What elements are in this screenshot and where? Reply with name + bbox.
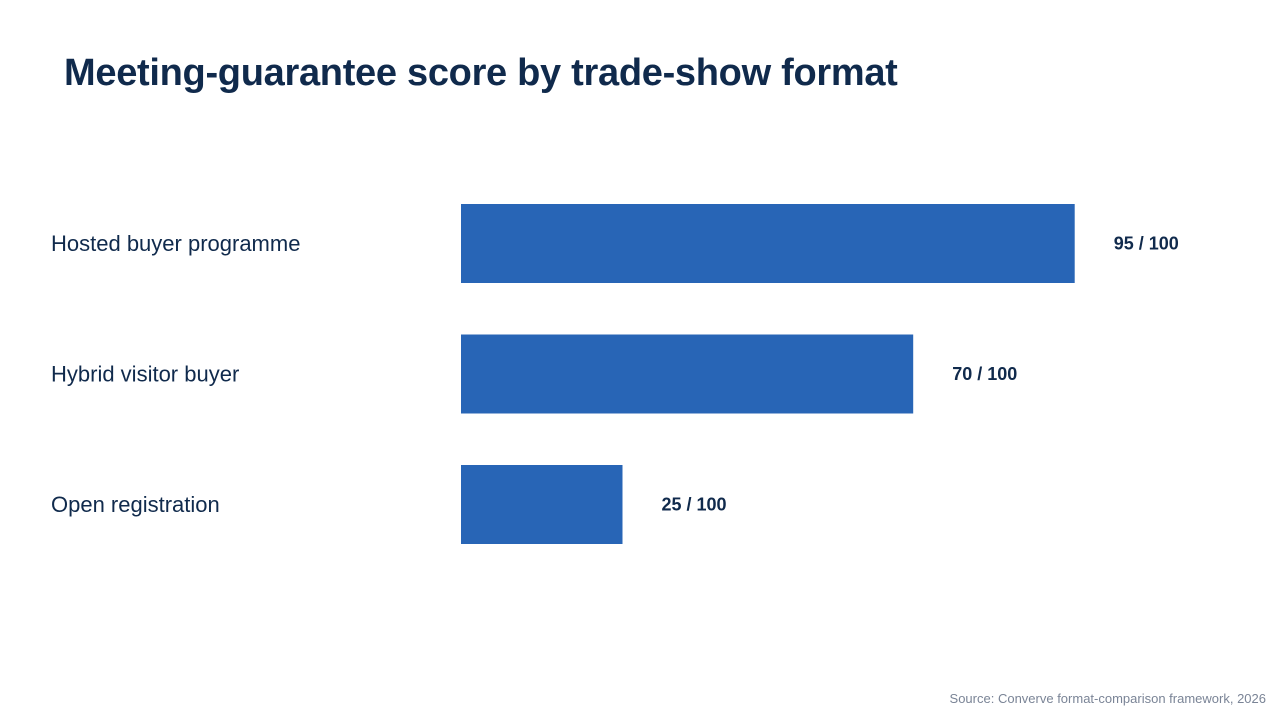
- bar: [461, 204, 1075, 283]
- value-label: 70 / 100: [952, 364, 1017, 384]
- category-label: Hosted buyer programme: [51, 231, 300, 256]
- bar: [461, 334, 914, 414]
- value-label: 25 / 100: [662, 495, 727, 515]
- category-label: Hybrid visitor buyer: [51, 362, 239, 387]
- chart-title: Meeting-guarantee score by trade-show fo…: [64, 52, 898, 94]
- value-label: 95 / 100: [1114, 234, 1179, 254]
- category-label: Open registration: [51, 492, 220, 517]
- bar: [461, 465, 623, 544]
- source-note: Source: Converve format-comparison frame…: [949, 691, 1266, 706]
